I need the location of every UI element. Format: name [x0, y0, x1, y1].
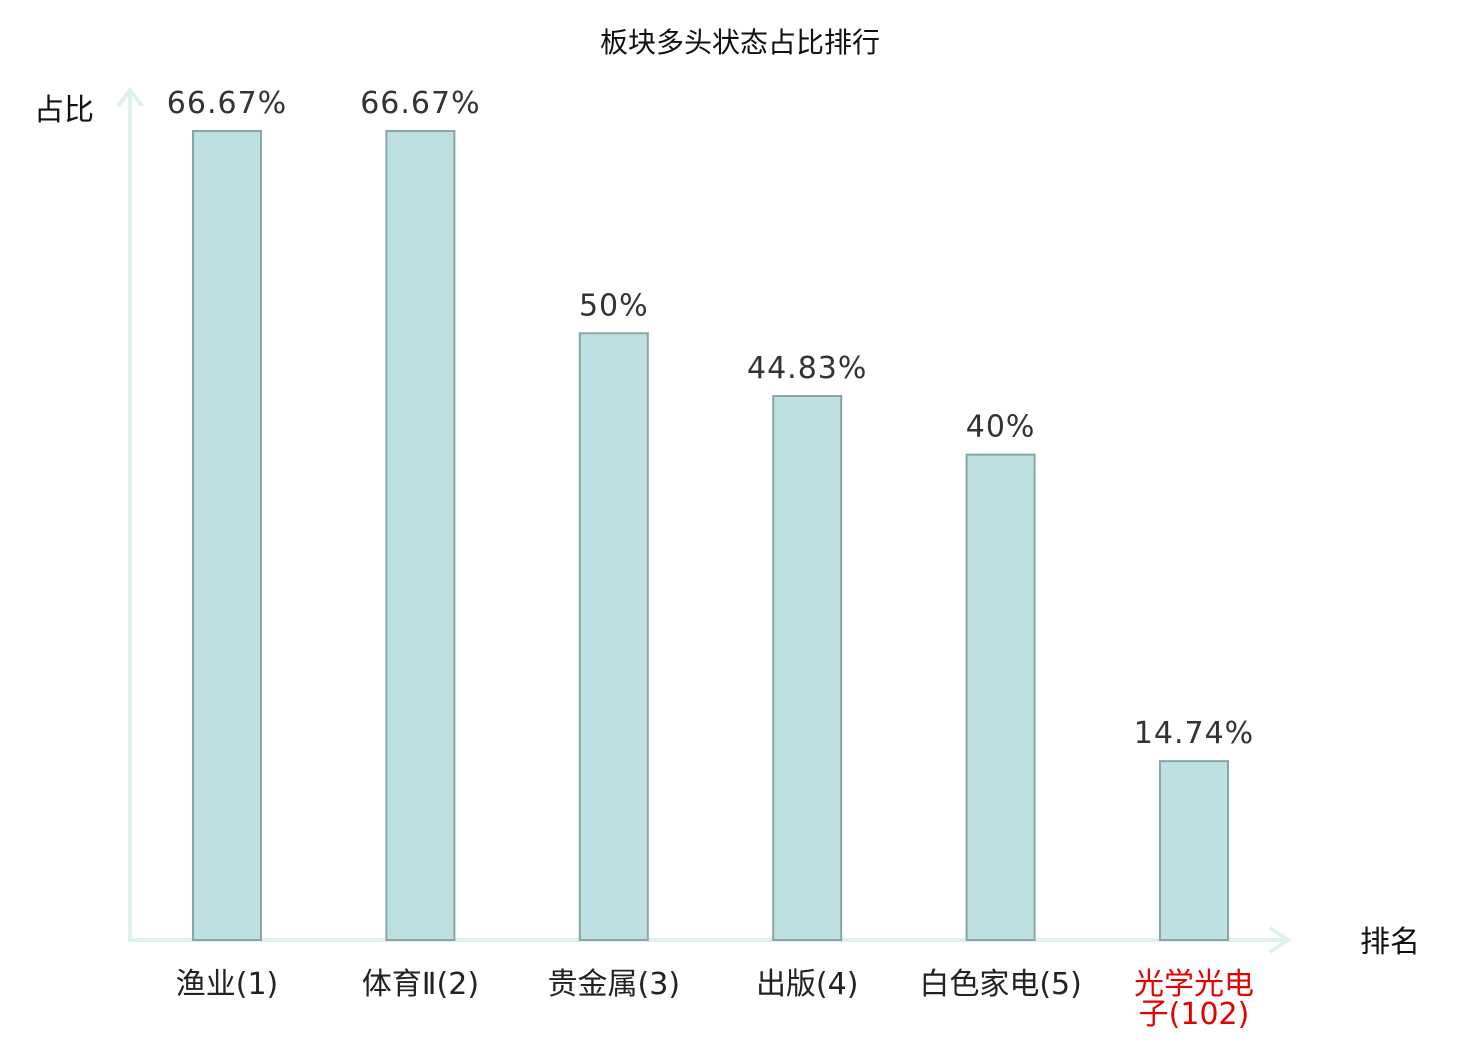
value-label-2: 66.67%: [360, 86, 480, 121]
value-label-3: 50%: [579, 288, 649, 323]
bar-2: [385, 130, 456, 941]
bar-1: [192, 130, 262, 941]
category-label-1: 渔业(1): [176, 967, 279, 1002]
category-labels-group: 渔业(1) 体育Ⅱ(2) 贵金属(3) 出版(4) 白色家电(5) 光学光电子(102): [176, 967, 1254, 1032]
category-label-5: 白色家电(5): [919, 967, 1082, 1002]
value-label-6: 14.74%: [1134, 716, 1254, 751]
category-label-2: 体育Ⅱ(2): [362, 967, 479, 1002]
y-axis-title: 占比: [34, 93, 94, 128]
category-label-4: 出版(4): [756, 967, 859, 1002]
x-axis: [128, 926, 1292, 954]
category-label-3: 贵金属(3): [548, 967, 681, 1002]
value-labels-group: 66.67% 66.67% 50% 44.83% 40% 14.74%: [167, 86, 1254, 751]
category-label-6: 光学光电子(102): [1134, 967, 1254, 1032]
value-label-1: 66.67%: [167, 86, 287, 121]
bar-6: [1159, 760, 1229, 941]
bar-5: [965, 453, 1036, 941]
value-label-4: 44.83%: [747, 351, 867, 386]
chart-title: 板块多头状态占比排行: [600, 26, 880, 59]
bars-group: [192, 130, 1229, 941]
bar-4: [772, 395, 843, 941]
bar-3: [578, 332, 649, 941]
value-label-5: 40%: [966, 410, 1036, 445]
x-axis-title: 排名: [1360, 925, 1420, 960]
y-axis: [116, 86, 144, 940]
